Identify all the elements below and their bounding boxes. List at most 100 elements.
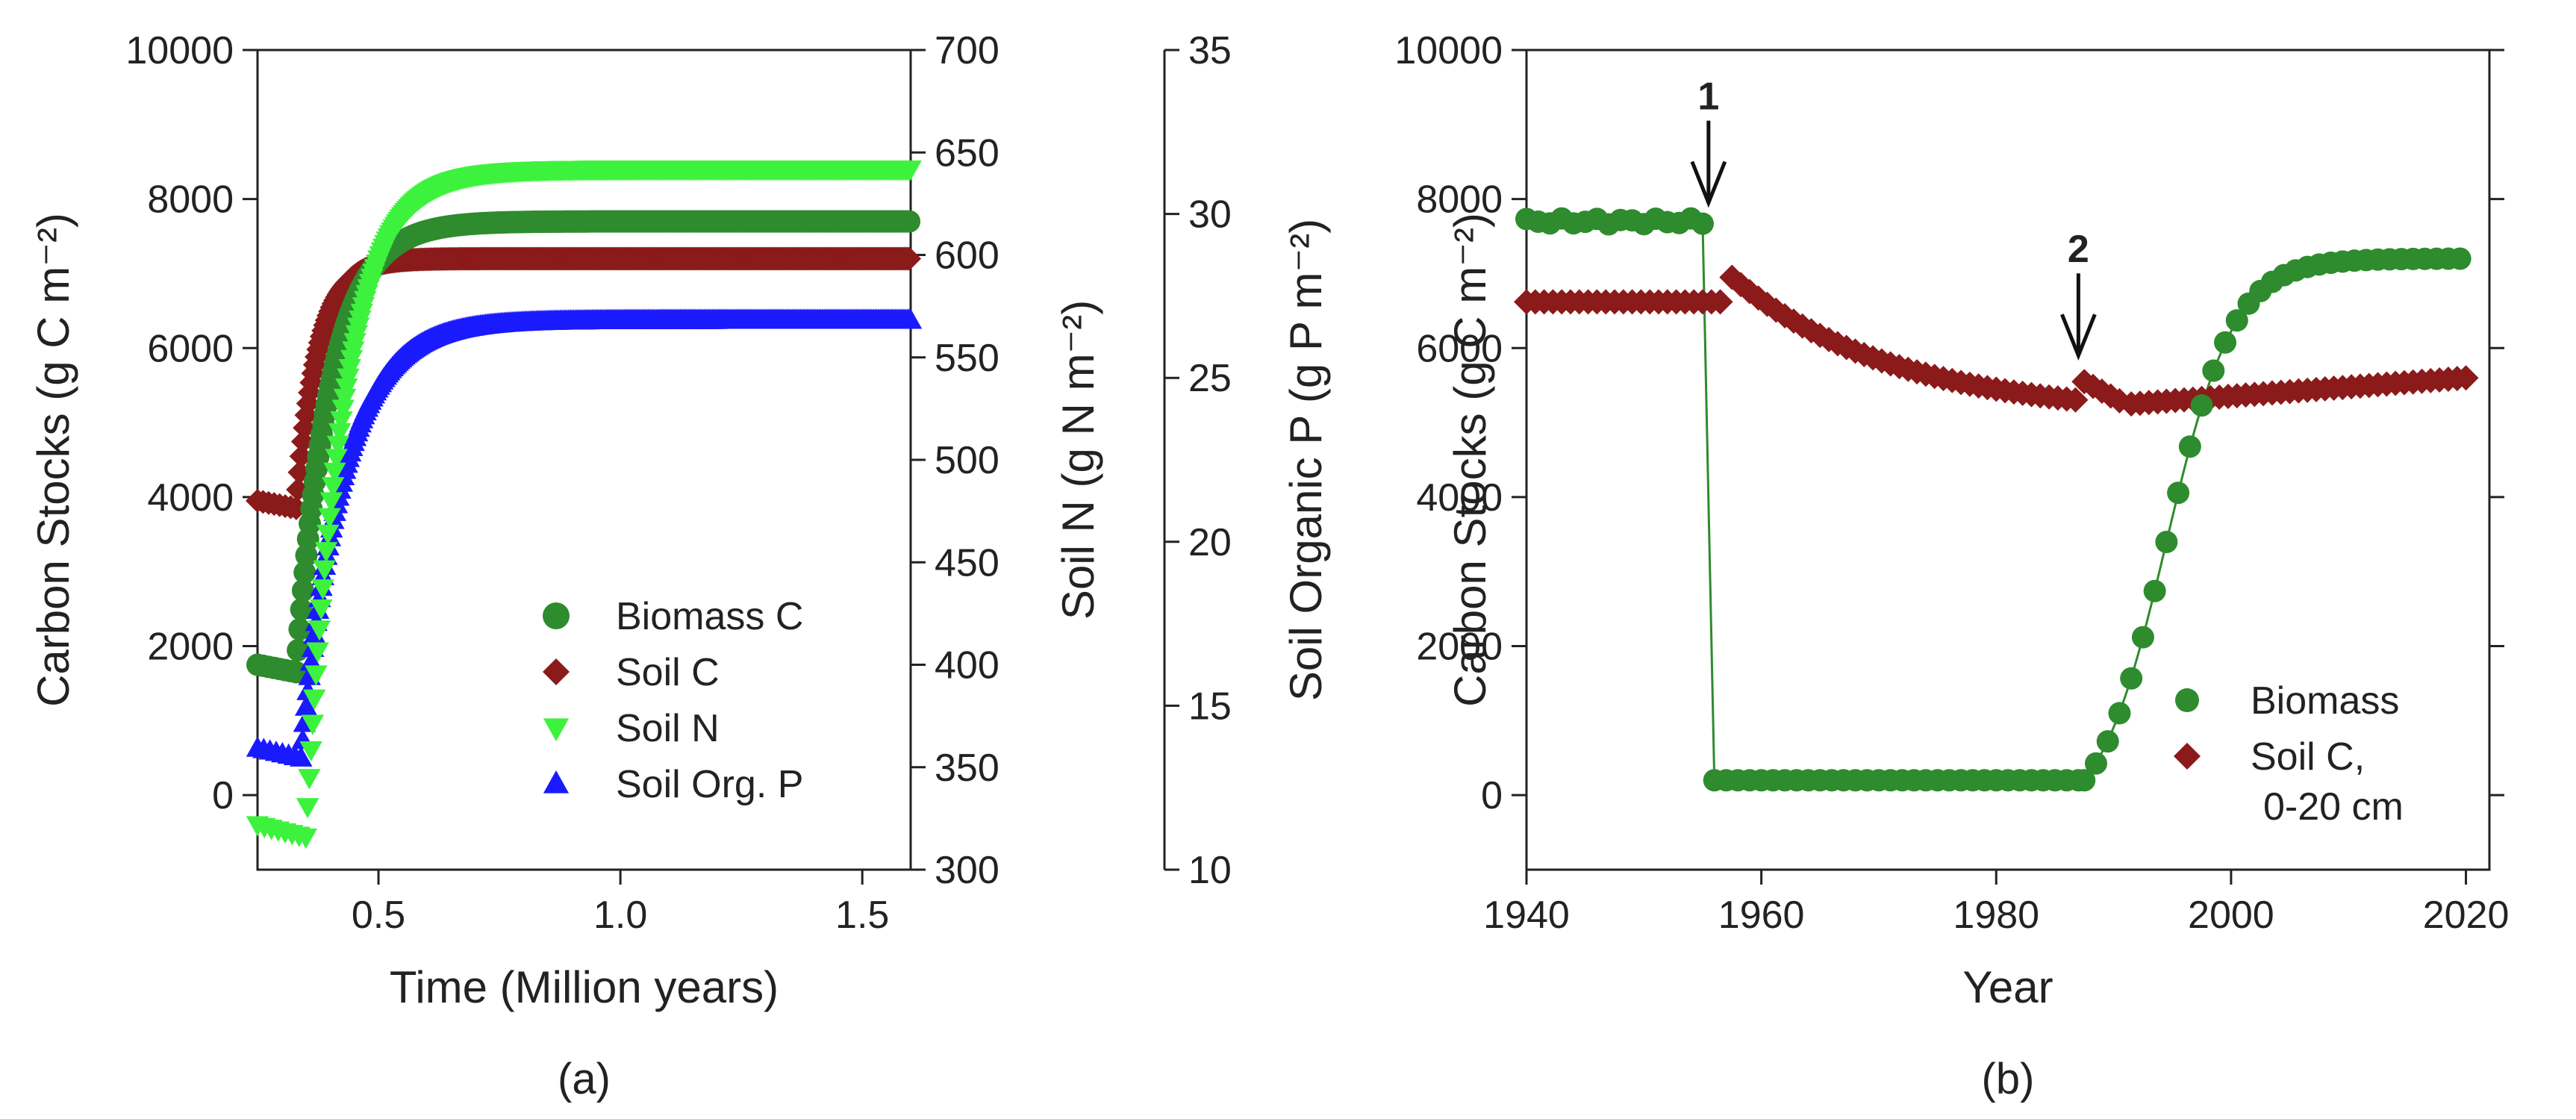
plot-frame <box>1525 49 2491 871</box>
data-point <box>337 368 360 389</box>
data-point <box>308 620 331 641</box>
y3-tick-label: 15 <box>1188 685 1232 728</box>
data-point <box>298 769 321 790</box>
data-point <box>2453 365 2479 391</box>
data-point <box>294 828 318 850</box>
data-point <box>2202 359 2225 382</box>
data-point <box>2131 626 2154 649</box>
y-tick-label: 4000 <box>1416 476 1503 520</box>
data-point <box>2155 530 2178 553</box>
data-point <box>340 349 364 371</box>
x-tick-label: 1940 <box>1483 894 1570 937</box>
y2-tick-label: 400 <box>935 644 999 688</box>
data-point <box>318 508 341 529</box>
data-point <box>2143 579 2166 602</box>
data-point <box>899 160 922 181</box>
data-point <box>1707 289 1733 315</box>
y3-tick-label: 25 <box>1188 357 1232 400</box>
data-point <box>326 435 350 456</box>
y2-tick-label: 700 <box>935 29 999 72</box>
y2-tick-label: 500 <box>935 439 999 482</box>
data-point <box>291 579 314 602</box>
data-point <box>306 642 329 663</box>
y-axis-title: Carbon Stocks (g C m⁻²) <box>1445 213 1495 707</box>
x-tick-label: 1980 <box>1953 894 2039 937</box>
y1-tick-label: 10000 <box>125 29 234 72</box>
legend-label: Soil C, <box>2251 735 2365 779</box>
data-point <box>294 695 318 716</box>
y2-tick-label: 600 <box>935 234 999 278</box>
annotation-arrow-2: 2 <box>2060 228 2097 361</box>
y3-tick-label: 10 <box>1188 849 1232 892</box>
data-point <box>305 665 328 686</box>
data-point <box>319 492 343 513</box>
y1-axis-title: Carbon Stocks (g C m⁻²) <box>28 213 78 707</box>
data-point <box>2120 667 2143 690</box>
series-biomass <box>1515 207 2471 792</box>
annotation-arrow-1: 1 <box>1690 75 1727 208</box>
y-tick-label: 2000 <box>1416 626 1503 669</box>
data-point <box>299 741 322 762</box>
legend-label: Soil C <box>616 651 720 694</box>
data-point <box>296 798 319 819</box>
data-point <box>331 399 355 420</box>
data-point <box>290 598 313 621</box>
data-point <box>289 444 314 469</box>
data-point <box>1691 212 1714 235</box>
legend: Biomass C Soil C Soil N Soil Org. P <box>543 595 803 806</box>
arrow-label: 2 <box>2068 228 2089 271</box>
data-point <box>2084 752 2107 775</box>
legend-marker-soil-n <box>543 718 570 741</box>
data-point <box>288 618 311 641</box>
legend: Biomass Soil C, 0-20 cm <box>2174 679 2404 829</box>
data-point <box>293 561 316 584</box>
x-tick-label: 1.0 <box>593 894 647 937</box>
data-point <box>323 462 346 483</box>
x-tick-label: 1.5 <box>835 894 889 937</box>
data-point <box>342 341 365 362</box>
y2-axis-title: Soil N (g N m⁻²) <box>1053 300 1103 620</box>
data-point <box>897 246 922 271</box>
legend-marker-biomass <box>2175 688 2199 712</box>
x-tick-label: 0.5 <box>352 894 405 937</box>
y3-axis-title: Soil Organic P (g P m⁻²) <box>1281 219 1331 701</box>
y1-tick-label: 6000 <box>147 327 234 370</box>
arrow-label: 1 <box>1697 75 1719 119</box>
data-point <box>301 714 325 735</box>
data-point <box>898 210 921 233</box>
data-point <box>2167 481 2190 505</box>
panel-a-chart: 0 2000 4000 6000 8000 10000 Carbon Stocks (g C… <box>28 29 1331 1103</box>
series-soil-p <box>246 308 923 767</box>
data-point <box>2190 394 2213 417</box>
panel-label: (b) <box>1982 1055 2035 1103</box>
y2-tick-label: 550 <box>935 337 999 380</box>
data-point <box>2062 387 2089 413</box>
panel-b-chart: 0 2000 4000 6000 8000 10000 Carbon Stocks (g C… <box>1394 29 2509 1103</box>
series-soil-n <box>246 160 922 850</box>
data-point <box>2096 730 2119 753</box>
x-tick-label: 2020 <box>2423 894 2510 937</box>
data-point <box>2108 702 2131 725</box>
y1-tick-label: 8000 <box>147 178 234 222</box>
y-tick-label: 8000 <box>1416 178 1503 222</box>
y-tick-label: 6000 <box>1416 327 1503 370</box>
arrow-head <box>1690 160 1727 208</box>
data-point <box>899 308 923 329</box>
data-point <box>290 746 313 767</box>
data-point <box>302 689 326 710</box>
data-point <box>284 661 308 684</box>
y3-tick-label: 35 <box>1188 29 1232 72</box>
legend-label: Biomass <box>2251 679 2399 723</box>
data-point <box>333 388 357 410</box>
y-tick-label: 10000 <box>1394 29 1503 72</box>
legend-marker-soil-c <box>543 658 570 685</box>
data-point <box>338 358 361 380</box>
y1-tick-label: 2000 <box>147 626 234 669</box>
data-point <box>314 542 338 563</box>
legend-label-line2: 0-20 cm <box>2263 785 2404 829</box>
y2-tick-label: 650 <box>935 131 999 175</box>
x-axis-title: Time (Million years) <box>390 962 779 1012</box>
data-point <box>2073 769 2096 792</box>
data-point <box>316 524 340 546</box>
